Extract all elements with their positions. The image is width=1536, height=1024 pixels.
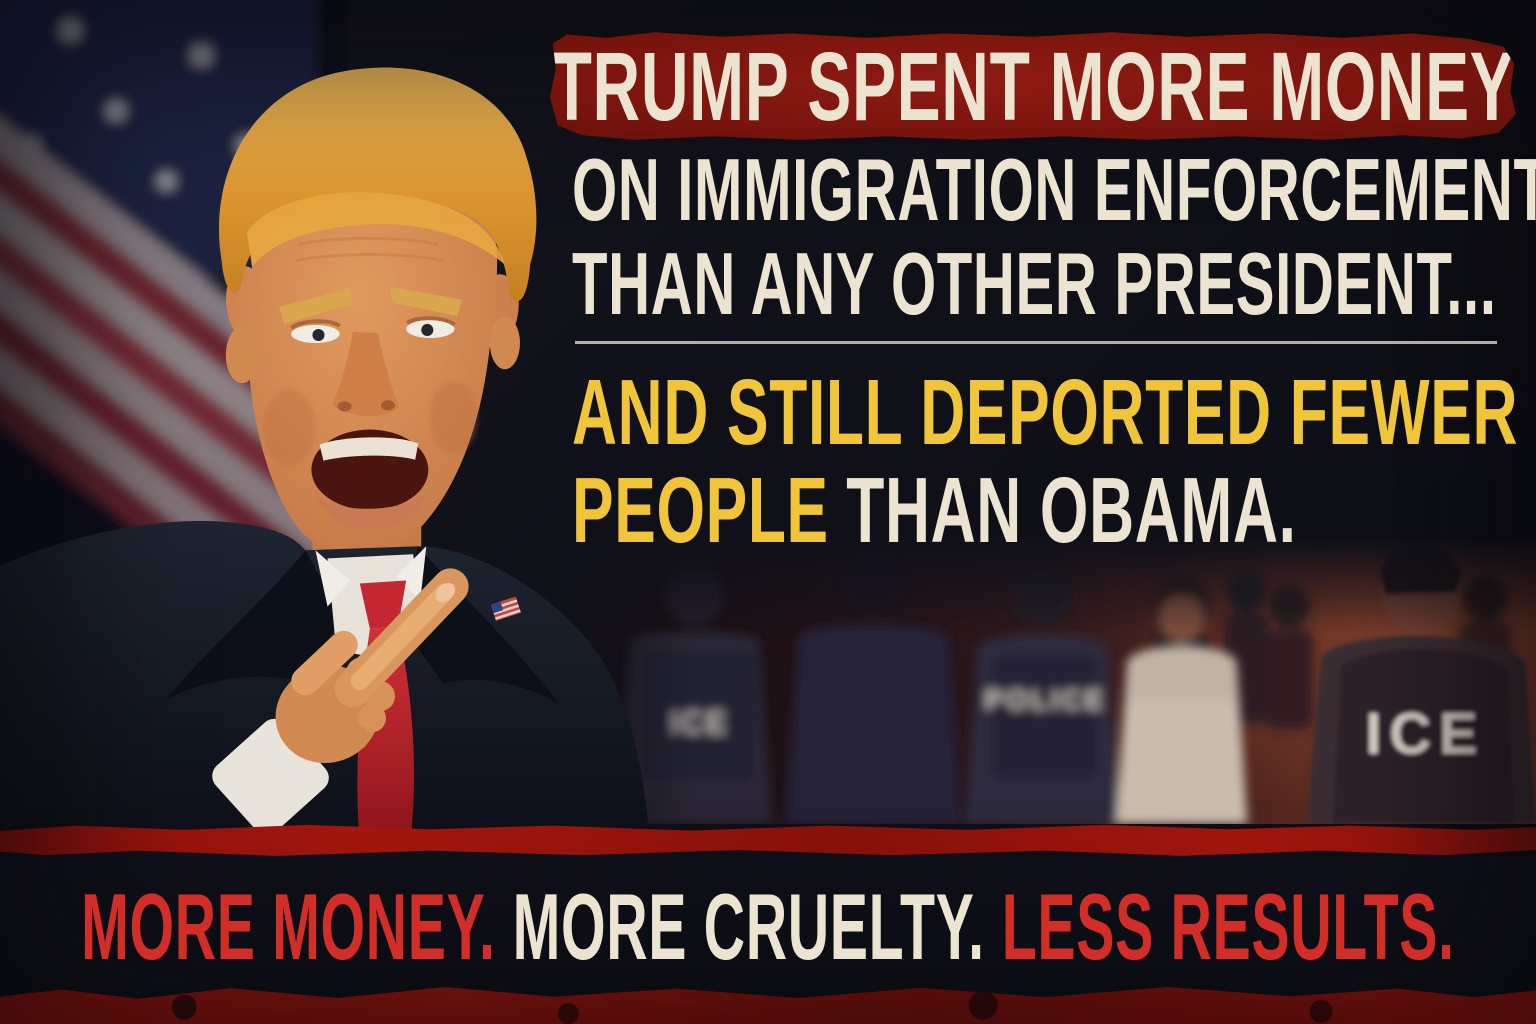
thumb <box>291 630 358 696</box>
ear-left <box>225 326 259 384</box>
forehead-creases <box>295 236 443 263</box>
cheek-shading <box>263 381 478 466</box>
red-stripe-divider <box>0 824 1536 856</box>
ice-raid-scene: ICE POLICE ICE <box>545 540 1536 824</box>
scene-top-fade <box>545 540 1536 633</box>
jacket-label-right: ICE <box>1366 701 1486 766</box>
headline-text: TRUMP SPENT MORE MONEY <box>551 31 1515 141</box>
hair <box>218 67 537 302</box>
collar-right <box>396 546 427 601</box>
divider-rule <box>575 341 1497 344</box>
subhead-line-1: ON IMMIGRATION ENFORCEMENT <box>572 140 1536 239</box>
footer-segment-1: MORE MONEY. <box>81 874 496 979</box>
eyes <box>290 316 456 344</box>
brow-left <box>279 288 353 324</box>
punchline-rest: THAN OBAMA. <box>846 458 1297 562</box>
punchline-line-1: AND STILL DEPORTED FEWER <box>572 360 1519 464</box>
footer-slogan: MORE MONEY. MORE CRUELTY. LESS RESULTS. <box>0 872 1536 982</box>
footer-segment-2: MORE CRUELTY. <box>512 874 985 979</box>
subhead-line-2: THAN ANY OTHER PRESIDENT... <box>572 234 1497 333</box>
collar-left <box>315 550 350 607</box>
nostril-left <box>337 401 352 412</box>
pointing-hand <box>212 568 469 835</box>
fingernail <box>435 582 456 603</box>
punchline-highlight: PEOPLE <box>572 458 829 562</box>
ear-right <box>489 316 521 370</box>
trump-photo <box>0 0 650 845</box>
jacket-label-center: POLICE <box>985 684 1107 715</box>
headline-bar: TRUMP SPENT MORE MONEY <box>549 31 1517 141</box>
footer-segment-3: LESS RESULTS. <box>1001 874 1455 979</box>
mouth-open <box>311 429 429 531</box>
hair-swoop <box>246 192 505 267</box>
flag-pin-icon <box>490 596 521 621</box>
nose <box>332 331 400 417</box>
punchline-line-2: PEOPLE THAN OBAMA. <box>572 464 1536 557</box>
lapel-left <box>166 550 343 700</box>
nostril-right <box>380 400 396 411</box>
brow-right <box>390 286 462 316</box>
